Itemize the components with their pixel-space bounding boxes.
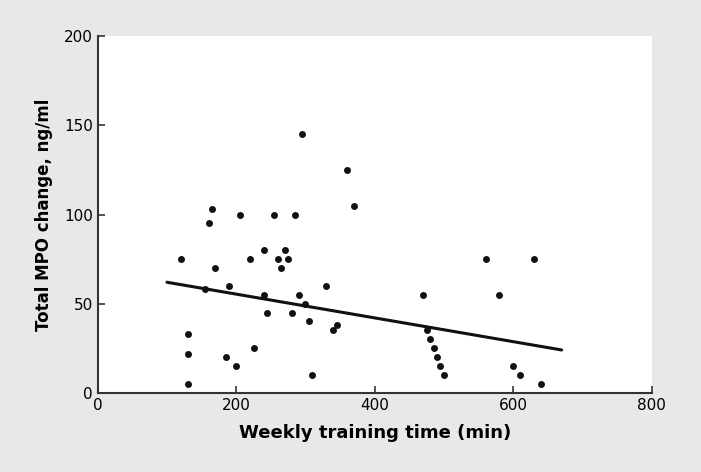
Point: [431, 354, 442, 361]
Point: [182, 380, 193, 388]
Point: [331, 321, 342, 329]
Point: [297, 131, 308, 138]
Point: [275, 264, 287, 272]
Point: [182, 330, 193, 337]
Point: [283, 255, 294, 263]
Point: [435, 362, 446, 370]
Point: [421, 327, 433, 334]
Point: [268, 211, 280, 218]
Point: [529, 255, 540, 263]
Point: [203, 219, 214, 227]
Point: [261, 309, 273, 316]
Point: [536, 380, 547, 388]
Point: [272, 255, 283, 263]
Y-axis label: Total MPO change, ng/ml: Total MPO change, ng/ml: [35, 98, 53, 331]
Point: [304, 318, 315, 325]
Point: [224, 282, 235, 290]
Point: [320, 282, 332, 290]
Point: [418, 291, 429, 298]
Point: [438, 371, 449, 379]
Point: [327, 327, 339, 334]
Point: [258, 246, 269, 254]
Point: [290, 211, 301, 218]
Point: [206, 205, 217, 213]
Point: [286, 309, 297, 316]
Point: [231, 362, 242, 370]
Point: [210, 264, 221, 272]
Point: [300, 300, 311, 307]
Point: [348, 202, 360, 210]
Point: [279, 246, 290, 254]
Point: [515, 371, 526, 379]
Point: [258, 291, 269, 298]
Point: [307, 371, 318, 379]
Point: [428, 345, 439, 352]
Point: [175, 255, 186, 263]
Point: [220, 354, 231, 361]
Point: [182, 350, 193, 357]
Point: [508, 362, 519, 370]
Point: [425, 336, 436, 343]
Point: [341, 166, 353, 174]
Point: [248, 345, 259, 352]
Point: [494, 291, 505, 298]
Point: [293, 291, 304, 298]
Point: [480, 255, 491, 263]
Point: [234, 211, 245, 218]
X-axis label: Weekly training time (min): Weekly training time (min): [238, 424, 511, 442]
Point: [245, 255, 256, 263]
Point: [199, 286, 210, 293]
